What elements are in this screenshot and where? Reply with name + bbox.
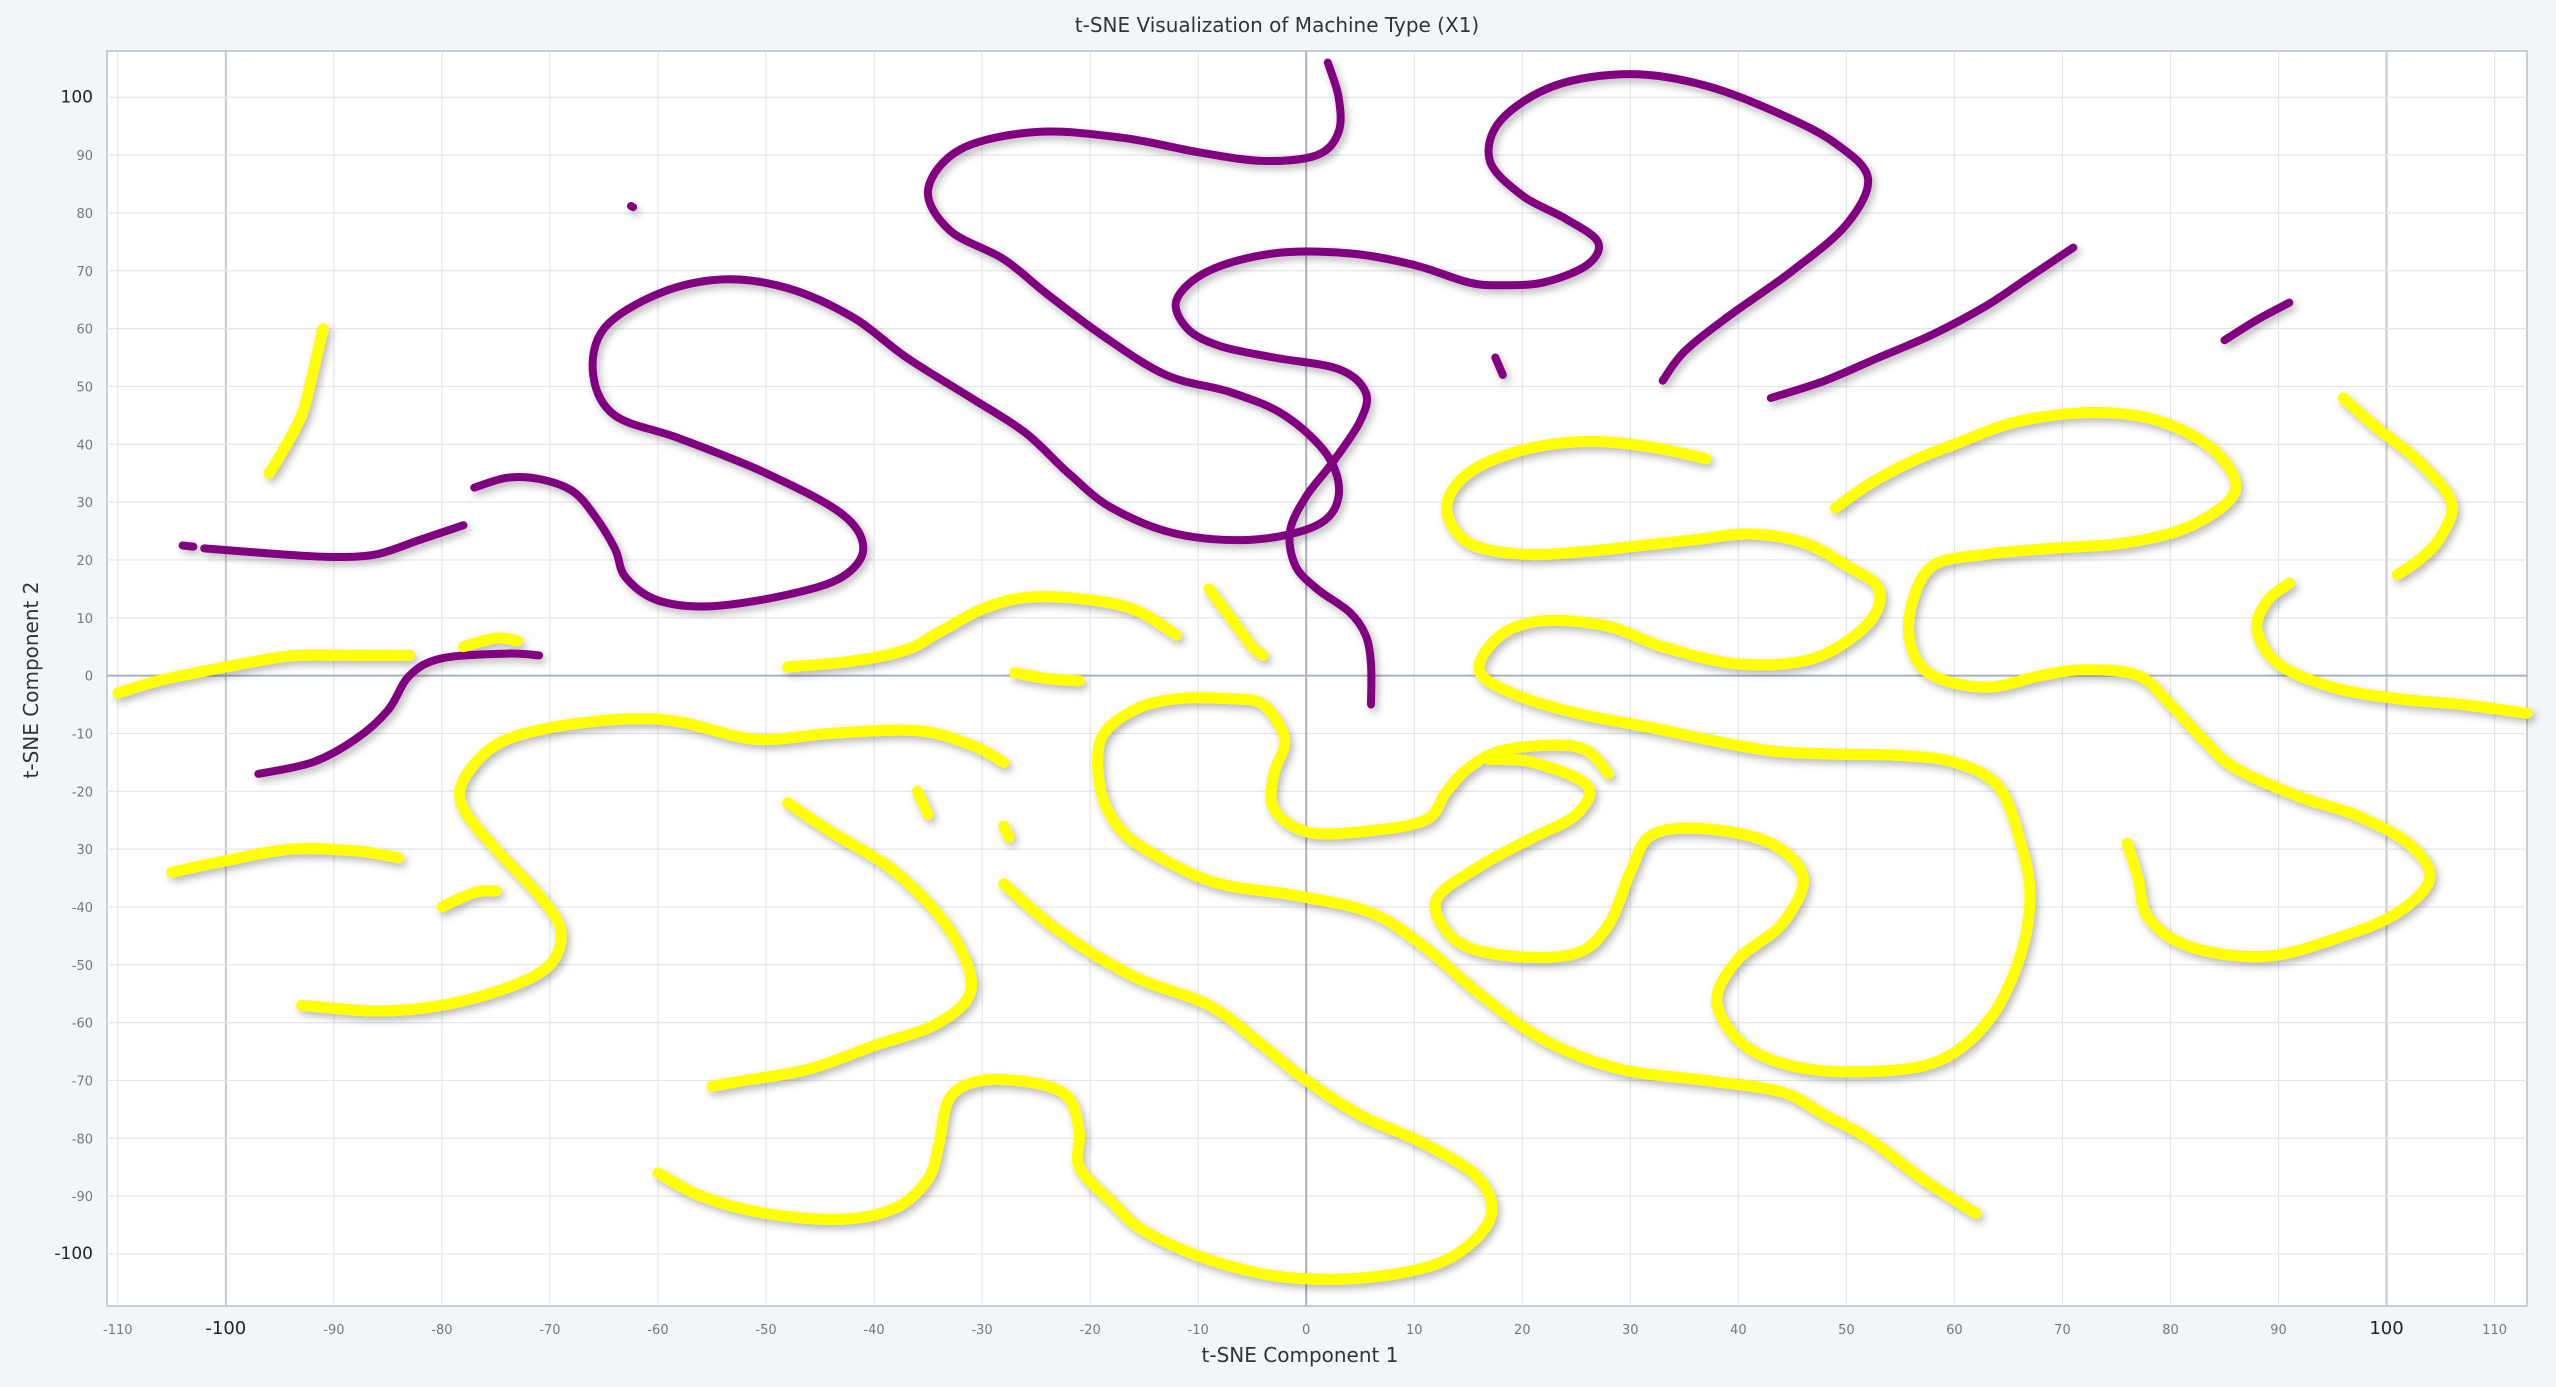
y-tick-label: -20 [72, 785, 93, 800]
x-tick-label: 50 [1838, 1323, 1855, 1338]
grid [107, 51, 2527, 1306]
y-tick-label: 0 [85, 670, 93, 685]
y-tick-label: 100 [61, 87, 93, 107]
y-tick-label: 40 [76, 438, 93, 453]
series-1-curve-14 [1429, 435, 2036, 1078]
y-tick-label: 70 [76, 265, 93, 280]
x-tick-label: -60 [647, 1323, 668, 1338]
y-tick-label: 80 [76, 207, 93, 222]
x-tick-label: -90 [323, 1323, 344, 1338]
series-1-curve-13 [1092, 692, 1982, 1219]
x-tick-label: -80 [431, 1323, 452, 1338]
y-tick-label: -80 [72, 1132, 93, 1147]
series-1-curve-16 [2337, 392, 2458, 580]
series-1-curve-3 [166, 843, 405, 878]
series-1-curve-0 [263, 323, 329, 479]
x-tick-label: 40 [1730, 1323, 1747, 1338]
series-1-curve-1 [112, 649, 415, 699]
x-tick-label: 10 [1406, 1323, 1423, 1338]
series-0-curve-4 [627, 202, 638, 212]
series-1-curve-17 [2251, 577, 2533, 719]
y-tick-label: -60 [72, 1017, 93, 1032]
y-tick-label: 10 [76, 612, 93, 627]
y-tick-label: 50 [76, 380, 93, 395]
x-tick-label: 90 [2270, 1323, 2287, 1338]
x-tick-label: 80 [2162, 1323, 2179, 1338]
y-tick-label: -70 [72, 1074, 93, 1089]
series-0-curve-0 [200, 521, 468, 561]
series-0-curve-7 [1766, 243, 2078, 402]
chart-title: t-SNE Visualization of Machine Type (X1) [1075, 13, 1479, 37]
series-0-curve-3 [254, 649, 544, 778]
x-tick-label: 70 [2054, 1323, 2071, 1338]
data-curves [112, 58, 2533, 1285]
y-tick-label: -50 [72, 959, 93, 974]
y-tick-label: 20 [76, 554, 93, 569]
series-0-curve-6 [1491, 353, 1507, 379]
y-tick-label: -40 [72, 901, 93, 916]
x-tick-label: -40 [863, 1323, 884, 1338]
y-tick-label: -10 [72, 727, 93, 742]
x-tick-label: -50 [755, 1323, 776, 1338]
series-0-curve-1 [178, 541, 198, 551]
x-tick-label: -20 [1080, 1323, 1101, 1338]
series-1-curve-4 [436, 885, 502, 913]
y-tick-label: 30 [76, 843, 93, 858]
y-tick-label: -100 [54, 1244, 93, 1264]
x-tick-label: 110 [2482, 1323, 2507, 1338]
series-1-curve-15 [1830, 407, 2436, 963]
series-0-curve-8 [2220, 298, 2294, 345]
x-tick-label: 30 [1622, 1323, 1639, 1338]
series-1-curve-8 [296, 713, 1010, 1017]
x-tick-label: 0 [1302, 1323, 1310, 1338]
series-1-curve-11 [998, 820, 1015, 843]
x-tick-label: -30 [971, 1323, 992, 1338]
plot-area [106, 50, 2528, 1307]
series-0-curve-2 [470, 58, 1345, 611]
series-1-curve-5 [782, 591, 1183, 673]
x-tick-label: 60 [1946, 1323, 1963, 1338]
series-0-curve-5 [1171, 70, 1873, 709]
series-1-curve-12 [652, 878, 1498, 1285]
y-tick-label: 30 [76, 496, 93, 511]
y-tick-label: 60 [76, 323, 93, 338]
series-1-curve-9 [706, 797, 977, 1092]
series-1-curve-2 [458, 632, 523, 653]
x-tick-label: -110 [103, 1323, 133, 1338]
y-tick-label: -90 [72, 1190, 93, 1205]
y-axis-label: t-SNE Component 2 [19, 582, 43, 779]
tick-labels: -110 -100 -90 -80 -70 -60 -50 -40 -30 -20 -10 0 10 20… [54, 87, 2507, 1339]
x-tick-label: -70 [539, 1323, 560, 1338]
x-tick-label: -10 [1188, 1323, 1209, 1338]
series-1-curve-6 [1009, 667, 1085, 687]
y-tick-label: 90 [76, 149, 93, 164]
x-tick-label: -100 [205, 1318, 246, 1339]
series-1-curve-10 [911, 785, 934, 820]
x-tick-label: 100 [2369, 1318, 2403, 1339]
series-1-curve-7 [1203, 583, 1269, 661]
x-tick-label: 20 [1514, 1323, 1531, 1338]
x-axis-label: t-SNE Component 1 [1202, 1343, 1399, 1367]
